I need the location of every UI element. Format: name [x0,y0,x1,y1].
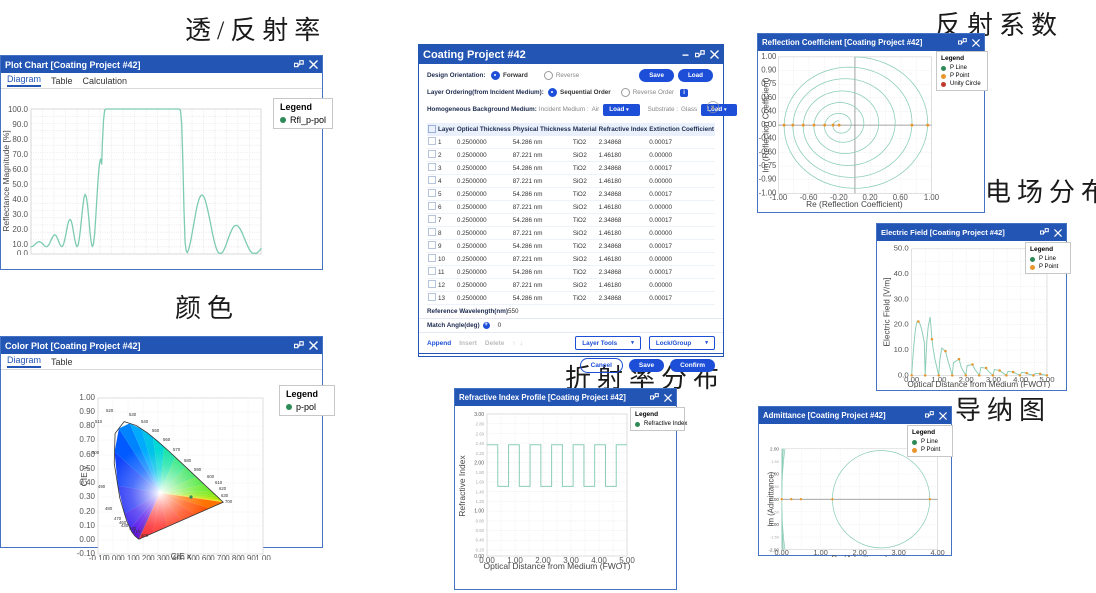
svg-text:-0.90: -0.90 [759,175,777,184]
svg-text:-1.00: -1.00 [769,193,787,202]
svg-text:520: 520 [106,408,114,413]
svg-text:1.00: 1.00 [474,509,484,515]
svg-text:1.20: 1.20 [476,499,485,504]
svg-text:1.80: 1.80 [476,470,485,475]
svg-text:470: 470 [114,516,122,521]
svg-text:1.40: 1.40 [476,489,485,494]
svg-text:0.10: 0.10 [79,521,95,530]
svg-text:0.70: 0.70 [79,435,95,444]
svg-text:2.40: 2.40 [476,441,485,446]
svg-text:610: 610 [215,480,223,485]
svg-text:0.20: 0.20 [135,554,151,560]
svg-text:Re (Reflection Coefficient): Re (Reflection Coefficient) [806,199,903,209]
svg-text:1.50: 1.50 [771,459,779,464]
svg-text:540: 540 [141,419,149,424]
svg-text:10.0: 10.0 [12,240,28,249]
svg-text:0.90: 0.90 [761,65,777,74]
svg-text:0.80: 0.80 [225,554,241,560]
svg-text:560: 560 [163,437,171,442]
svg-text:0.80: 0.80 [79,421,95,430]
svg-text:50.0: 50.0 [894,244,910,253]
svg-text:0.30: 0.30 [79,492,95,501]
svg-text:2.00: 2.00 [770,447,779,452]
svg-text:1.60: 1.60 [476,480,485,485]
svg-text:0.20: 0.20 [79,507,95,516]
svg-text:2.60: 2.60 [476,431,485,436]
svg-text:100.0: 100.0 [8,105,29,114]
svg-text:Im (Reflection Coefficient): Im (Reflection Coefficient) [761,77,771,172]
svg-text:570: 570 [173,447,181,452]
svg-text:530: 530 [129,412,137,417]
svg-text:0.00: 0.00 [79,535,95,544]
svg-text:2.00: 2.00 [474,460,484,466]
svg-text:0.90: 0.90 [240,554,256,560]
svg-text:20.0: 20.0 [12,225,28,234]
svg-text:30.0: 30.0 [12,210,28,219]
svg-text:Re (Admittance): Re (Admittance) [832,555,889,557]
svg-text:400: 400 [141,533,149,538]
svg-text:1.00: 1.00 [255,554,271,560]
svg-text:0.10: 0.10 [120,554,136,560]
svg-text:40.0: 40.0 [894,269,910,278]
svg-text:Reflectance Magnitude [%]: Reflectance Magnitude [%] [1,130,11,232]
svg-text:Im (Admittance): Im (Admittance) [766,471,775,526]
svg-text:50.0: 50.0 [12,180,28,189]
svg-text:630: 630 [221,493,229,498]
svg-text:480: 480 [105,506,113,511]
svg-text:420: 420 [129,526,137,531]
svg-text:⇅: ⇅ [711,104,716,111]
svg-text:1.00: 1.00 [924,193,940,202]
svg-text:580: 580 [184,458,192,463]
svg-text:4.00: 4.00 [931,548,945,557]
svg-text:2.20: 2.20 [476,451,485,456]
svg-text:0.60: 0.60 [476,528,485,533]
svg-text:0.80: 0.80 [476,518,485,523]
svg-text:60.0: 60.0 [12,165,28,174]
svg-text:0.60: 0.60 [195,554,211,560]
svg-text:10.0: 10.0 [894,345,910,354]
svg-text:70.0: 70.0 [12,150,28,159]
svg-text:0.70: 0.70 [210,554,226,560]
svg-text:1.00: 1.00 [761,52,777,61]
svg-text:0.90: 0.90 [79,407,95,416]
svg-text:Electric Field [V/m]: Electric Field [V/m] [882,278,891,347]
svg-text:CIE x: CIE x [171,551,193,560]
svg-text:600: 600 [207,474,215,479]
svg-text:-1.50: -1.50 [770,535,780,540]
svg-text:CIE y: CIE y [79,465,89,487]
svg-text:500: 500 [92,450,100,455]
svg-text:2.80: 2.80 [476,422,485,427]
svg-text:40.0: 40.0 [12,195,28,204]
svg-text:0.00: 0.00 [775,548,789,557]
svg-text:0.40: 0.40 [476,538,485,543]
svg-text:620: 620 [219,486,227,491]
svg-text:510: 510 [95,419,103,424]
svg-text:490: 490 [98,484,106,489]
svg-text:0.20: 0.20 [476,547,485,552]
svg-text:3.00: 3.00 [892,548,906,557]
svg-text:80.0: 80.0 [12,135,28,144]
svg-text:3.00: 3.00 [474,412,484,418]
svg-text:Optical Distance from Medium (: Optical Distance from Medium (FWOT) [907,380,1050,388]
svg-text:1.00: 1.00 [79,393,95,402]
svg-text:0.00: 0.00 [105,554,121,560]
svg-text:30.0: 30.0 [894,294,910,303]
svg-text:90.0: 90.0 [12,120,28,129]
svg-text:0.30: 0.30 [150,554,166,560]
svg-text:700: 700 [225,499,233,504]
svg-text:Refractive Index: Refractive Index [457,455,467,517]
svg-text:Optical Distance from Medium (: Optical Distance from Medium (FWOT) [484,561,631,571]
svg-text:590: 590 [194,467,202,472]
svg-text:20.0: 20.0 [894,320,910,329]
svg-text:1.00: 1.00 [814,548,828,557]
svg-text:550: 550 [152,428,160,433]
